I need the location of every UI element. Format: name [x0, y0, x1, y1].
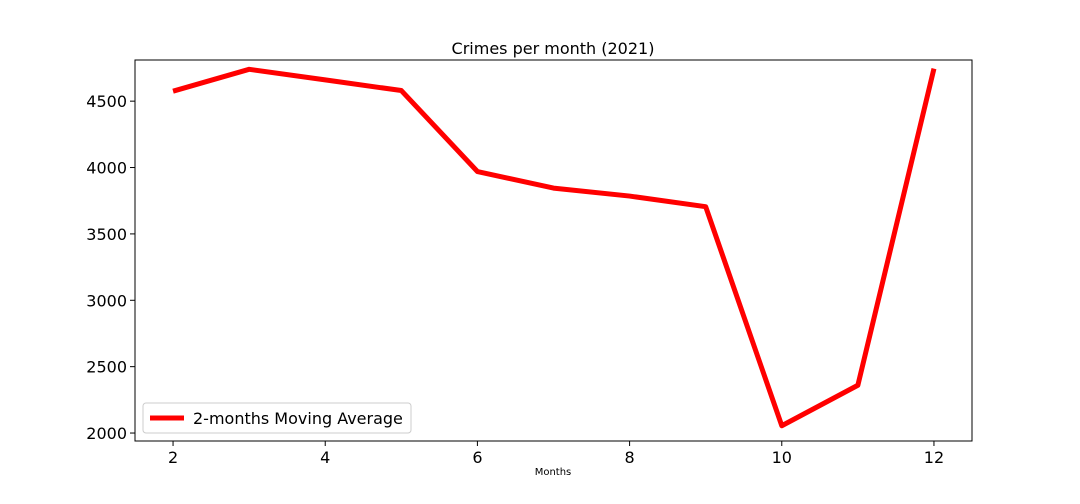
legend: 2-months Moving Average: [142, 402, 412, 434]
data-point: [779, 423, 784, 428]
plot-area: [134, 59, 973, 442]
x-tick-label: 8: [624, 448, 634, 467]
y-tick-label: 4500: [86, 92, 127, 111]
series-layer: [171, 66, 937, 429]
y-tick-label: 4000: [86, 159, 127, 178]
x-axis-label: Months: [535, 467, 572, 478]
data-point: [627, 194, 632, 199]
x-axis: 2 4 6 8 10 12: [168, 441, 944, 467]
data-point: [931, 66, 936, 71]
legend-box: [142, 402, 412, 434]
data-point: [551, 186, 556, 191]
data-point: [247, 67, 252, 72]
y-tick-label: 3000: [86, 291, 127, 310]
series-line: [172, 66, 937, 429]
y-tick-label: 3500: [86, 225, 127, 244]
data-point: [323, 77, 328, 82]
y-axis: 2000 2500 3000 3500 4000 4500: [86, 92, 135, 443]
y-tick-label: 2000: [86, 424, 127, 443]
chart-title: Crimes per month (2021): [452, 39, 655, 58]
y-tick-label: 2500: [86, 358, 127, 377]
data-point: [703, 204, 708, 209]
x-tick-label: 2: [168, 448, 178, 467]
data-point: [399, 88, 404, 93]
x-tick-label: 6: [472, 448, 482, 467]
x-tick-label: 4: [320, 448, 330, 467]
data-point: [475, 169, 480, 174]
data-point: [171, 89, 176, 94]
x-tick-label: 12: [924, 448, 944, 467]
legend-label: 2-months Moving Average: [193, 409, 403, 428]
data-point: [855, 383, 860, 388]
x-tick-label: 10: [772, 448, 792, 467]
